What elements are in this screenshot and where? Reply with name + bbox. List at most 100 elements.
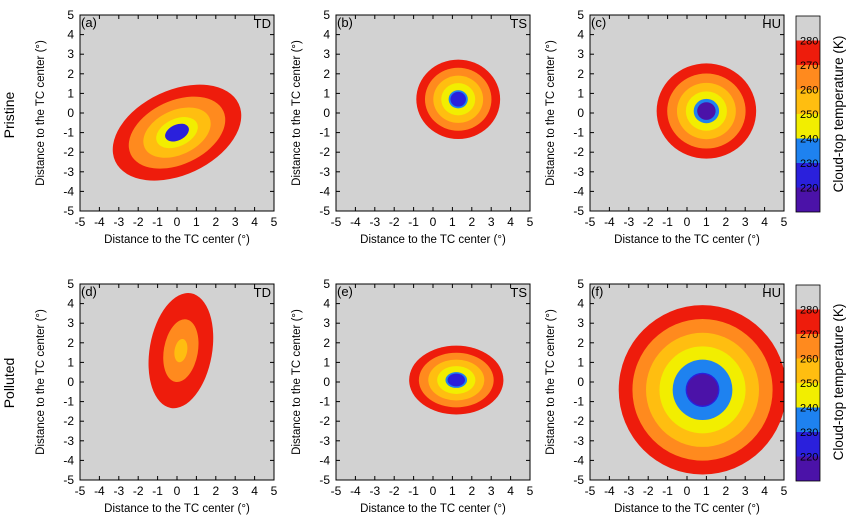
y-axis-label: Distance to the TC center (°) — [291, 40, 303, 186]
y-tick-label: 2 — [577, 336, 584, 350]
colorbar-top: 220 230 240 250 260 270 280 — [795, 15, 821, 213]
contour-core — [697, 102, 716, 120]
x-tick-label: -1 — [152, 215, 163, 229]
x-tick-label: -4 — [604, 484, 615, 498]
y-axis-label: Distance to the TC center (°) — [35, 309, 47, 455]
y-tick-label: 3 — [577, 316, 584, 330]
panels-group: -5 -4 -3 -2 -1 0 1 2 3 4 5-5-4-3-2-1012345Distance… — [35, 8, 788, 515]
contour-core — [687, 374, 719, 406]
y-tick-label: 5 — [67, 277, 74, 291]
x-tick-label: -2 — [133, 484, 144, 498]
x-tick-label: 1 — [703, 484, 710, 498]
y-tick-label: 2 — [67, 67, 74, 81]
x-tick-label: 4 — [251, 484, 258, 498]
y-tick-label: -5 — [573, 204, 584, 218]
y-tick-label: -3 — [63, 165, 74, 179]
x-tick-label: -5 — [331, 215, 342, 229]
panel-b: -5 -4 -3 -2 -1 0 1 2 3 4 5-5-4-3-2-1012345Distance… — [291, 8, 534, 246]
x-tick-label: 0 — [684, 484, 691, 498]
x-tick-label: 3 — [742, 484, 749, 498]
x-tick-label: 2 — [212, 484, 219, 498]
colorbar-segment — [796, 456, 820, 481]
colorbar-segment — [796, 334, 820, 359]
x-tick-label: 1 — [449, 215, 456, 229]
panel-tag: TS — [510, 285, 527, 300]
x-tick-label: 2 — [468, 484, 475, 498]
y-tick-label: -3 — [63, 434, 74, 448]
colorbar-segment — [796, 40, 820, 65]
x-tick-label: -5 — [331, 484, 342, 498]
x-tick-label: 5 — [781, 215, 788, 229]
y-tick-label: 3 — [67, 316, 74, 330]
panel-e: -5 -4 -3 -2 -1 0 1 2 3 4 5-5-4-3-2-1012345Distance… — [291, 277, 534, 515]
y-tick-label: -2 — [573, 145, 584, 159]
x-tick-label: -2 — [133, 215, 144, 229]
row-label-pristine: Pristine — [1, 91, 17, 138]
colorbar-tick-label: 280 — [800, 305, 818, 317]
x-tick-label: 4 — [761, 484, 768, 498]
y-tick-label: 2 — [577, 67, 584, 81]
x-tick-label: -3 — [623, 215, 634, 229]
y-tick-label: -4 — [573, 453, 584, 467]
colorbar-tick-label: 240 — [800, 134, 818, 146]
x-tick-label: -2 — [643, 215, 654, 229]
y-tick-label: 3 — [323, 47, 330, 61]
y-tick-label: 4 — [67, 28, 74, 42]
colorbar-tick-label: 240 — [800, 403, 818, 415]
colorbar-frame — [795, 284, 821, 482]
y-tick-label: -3 — [319, 165, 330, 179]
y-tick-label: 0 — [67, 106, 74, 120]
y-tick-label: -1 — [63, 395, 74, 409]
colorbar-segment — [796, 358, 820, 383]
y-tick-label: -5 — [319, 204, 330, 218]
y-tick-label: 0 — [577, 106, 584, 120]
x-tick-label: 1 — [193, 484, 200, 498]
x-tick-label: -1 — [662, 484, 673, 498]
y-tick-label: 3 — [577, 47, 584, 61]
heatmap-field — [590, 284, 784, 480]
panel-letter: (e) — [337, 284, 353, 299]
panel-letter: (b) — [337, 15, 353, 30]
colorbar-tick-label: 230 — [800, 427, 818, 439]
x-axis-label: Distance to the TC center (°) — [614, 234, 760, 246]
colorbar-segment — [796, 187, 820, 212]
colorbar-segment — [796, 285, 820, 310]
x-tick-label: 4 — [761, 215, 768, 229]
panel-letter: (d) — [81, 284, 97, 299]
y-tick-label: -4 — [573, 184, 584, 198]
y-tick-label: 1 — [67, 355, 74, 369]
x-tick-label: -5 — [75, 484, 86, 498]
y-tick-label: 4 — [323, 28, 330, 42]
panel-tag: TD — [254, 16, 271, 31]
y-tick-label: 1 — [577, 355, 584, 369]
colorbar-segment — [796, 65, 820, 90]
y-tick-label: 4 — [323, 297, 330, 311]
y-tick-label: 1 — [67, 86, 74, 100]
panel-letter: (a) — [81, 15, 97, 30]
colorbar-segment — [796, 407, 820, 432]
x-tick-label: -1 — [152, 484, 163, 498]
contour-core — [165, 123, 189, 142]
colorbar-segment — [796, 309, 820, 334]
y-tick-label: -4 — [63, 184, 74, 198]
panel-letter: (f) — [591, 284, 603, 299]
x-tick-label: -2 — [643, 484, 654, 498]
x-tick-label: 0 — [174, 215, 181, 229]
y-tick-label: 3 — [323, 316, 330, 330]
y-tick-label: 0 — [323, 106, 330, 120]
y-tick-label: -3 — [573, 165, 584, 179]
contour-core — [447, 373, 466, 387]
colorbar-tick-label: 250 — [800, 378, 818, 390]
y-tick-label: -2 — [573, 414, 584, 428]
x-tick-label: 5 — [781, 484, 788, 498]
x-tick-label: -3 — [369, 484, 380, 498]
contour-core — [174, 339, 188, 363]
x-tick-label: 5 — [271, 215, 278, 229]
y-tick-label: 0 — [67, 375, 74, 389]
y-tick-label: 5 — [323, 277, 330, 291]
x-tick-label: 1 — [703, 215, 710, 229]
x-axis-label: Distance to the TC center (°) — [360, 503, 506, 515]
panel-d: -5 -4 -3 -2 -1 0 1 2 3 4 5-5-4-3-2-1012345Distance… — [35, 277, 278, 515]
y-tick-label: -1 — [319, 126, 330, 140]
